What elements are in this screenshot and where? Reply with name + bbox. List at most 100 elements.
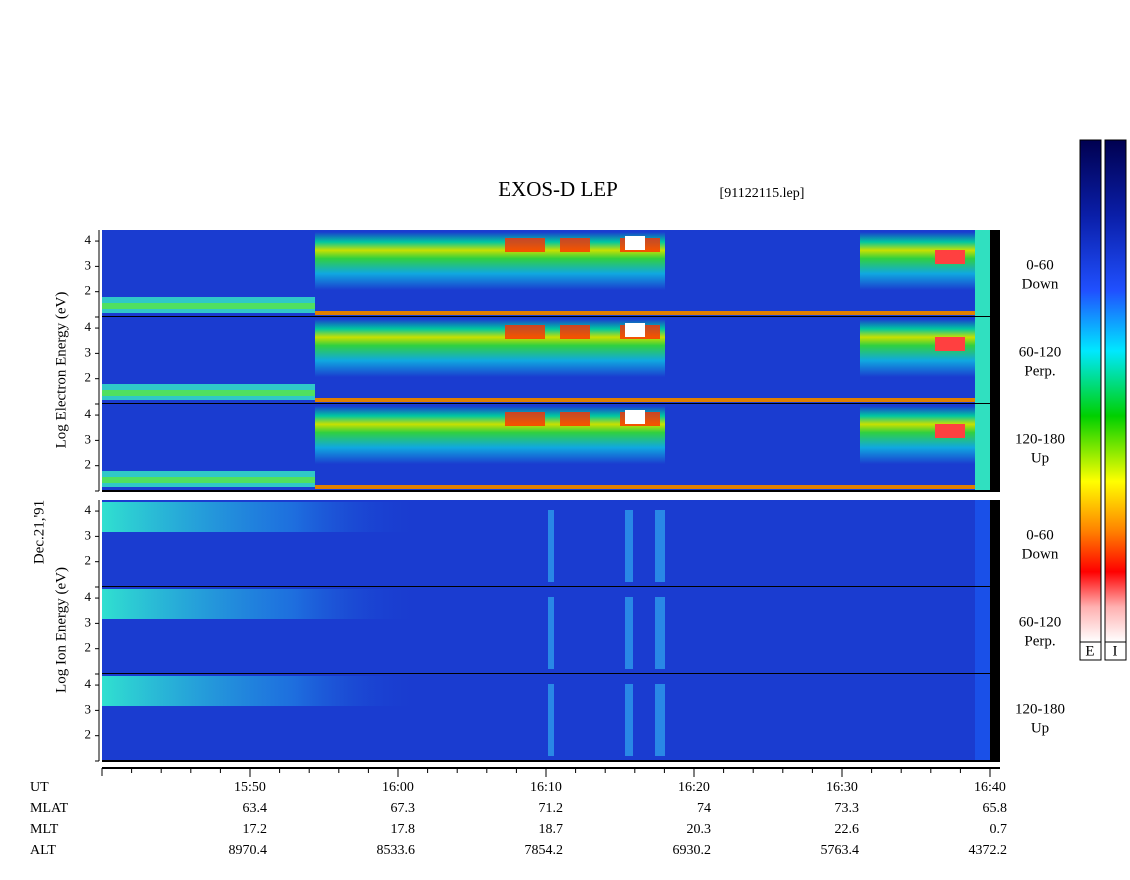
ion-streak xyxy=(548,597,554,669)
hot-spot xyxy=(625,236,645,250)
plasma-sheet xyxy=(860,319,975,402)
colorbars: E I xyxy=(1079,139,1127,661)
low-energy-band xyxy=(102,390,315,396)
plasma-sheet xyxy=(315,406,665,489)
colorbar-ion xyxy=(1104,139,1127,643)
plasma-sheet xyxy=(860,406,975,489)
hot-spot xyxy=(935,337,965,351)
y-tick-label: 3 xyxy=(85,527,92,542)
plasma-sheet xyxy=(860,232,975,315)
panel-direction-label: Down xyxy=(1022,276,1059,292)
low-energy-band xyxy=(102,477,315,483)
y-tick-label: 3 xyxy=(85,257,92,272)
plasma-sheet xyxy=(315,232,665,315)
bottom-band xyxy=(315,311,990,315)
panel-direction-label: Perp. xyxy=(1024,363,1055,379)
edge-strip xyxy=(975,404,990,491)
edge-strip xyxy=(975,317,990,404)
edge-black xyxy=(990,404,1000,491)
ion-streak xyxy=(625,684,633,756)
orbit-value: 22.6 xyxy=(835,822,860,837)
panel-pitch-label: 60-120 xyxy=(1019,614,1062,630)
orbit-value: 20.3 xyxy=(687,822,712,837)
y-tick-label: 4 xyxy=(85,676,92,691)
hot-spot xyxy=(625,410,645,424)
x-tick-label: 16:30 xyxy=(826,780,858,795)
ion-streak xyxy=(655,597,665,669)
orbit-value: 63.4 xyxy=(243,801,268,816)
hot-spot xyxy=(505,325,545,339)
ion-streak xyxy=(548,510,554,582)
orbit-value: 0.7 xyxy=(990,822,1008,837)
edge-black xyxy=(990,500,1000,587)
x-tick-label: 16:00 xyxy=(382,780,414,795)
edge-black xyxy=(990,587,1000,674)
edge-black xyxy=(990,317,1000,404)
x-tick-label: 16:40 xyxy=(974,780,1006,795)
y-tick-label: 2 xyxy=(85,283,92,298)
orbit-value: 74 xyxy=(697,801,711,816)
y-tick-label: 4 xyxy=(85,589,92,604)
y-axis-label: Log Ion Energy (eV) xyxy=(53,567,69,693)
colorbar-label: E xyxy=(1085,643,1094,659)
orbit-value: 67.3 xyxy=(391,801,416,816)
y-tick-label: 3 xyxy=(85,431,92,446)
orbit-row-label: UT xyxy=(30,780,49,795)
y-tick-label: 2 xyxy=(85,640,92,655)
y-tick-label: 2 xyxy=(85,553,92,568)
orbit-row-label: ALT xyxy=(30,843,56,858)
y-tick-label: 2 xyxy=(85,727,92,742)
spectrogram-panels: 2 3 4 0-60 Down 2 3 4 60-120 Perp. 2 3 4 120-180 Up Log… xyxy=(53,230,1065,762)
y-tick-label: 2 xyxy=(85,457,92,472)
y-tick-label: 4 xyxy=(85,406,92,421)
bottom-band xyxy=(315,398,990,402)
y-tick-label: 2 xyxy=(85,370,92,385)
edge-strip xyxy=(975,674,990,761)
ion-glow xyxy=(102,676,422,706)
file-label: [91122115.lep] xyxy=(720,186,805,201)
panel-direction-label: Up xyxy=(1031,720,1049,736)
panel-pitch-label: 60-120 xyxy=(1019,344,1062,360)
edge-black xyxy=(990,674,1000,761)
orbit-row-label: MLT xyxy=(30,822,59,837)
ion-streak xyxy=(655,510,665,582)
orbit-value: 71.2 xyxy=(539,801,564,816)
y-tick-label: 4 xyxy=(85,232,92,247)
ion-glow xyxy=(102,502,422,532)
orbit-value: 6930.2 xyxy=(673,843,712,858)
ion-glow xyxy=(102,589,422,619)
orbit-value: 4372.2 xyxy=(969,843,1008,858)
panel-direction-label: Up xyxy=(1031,450,1049,466)
orbit-value: 8533.6 xyxy=(377,843,416,858)
y-tick-label: 3 xyxy=(85,344,92,359)
colorbar-electron xyxy=(1079,139,1102,643)
orbit-value: 17.8 xyxy=(391,822,416,837)
orbit-value: 5763.4 xyxy=(821,843,860,858)
chart-title: EXOS-D LEP xyxy=(498,177,618,201)
x-tick-label: 15:50 xyxy=(234,780,266,795)
ion-streak xyxy=(655,684,665,756)
panel-direction-label: Perp. xyxy=(1024,633,1055,649)
hot-spot xyxy=(560,238,590,252)
x-tick-label: 16:20 xyxy=(678,780,710,795)
edge-strip xyxy=(975,500,990,587)
orbit-value: 8970.4 xyxy=(229,843,268,858)
plasma-sheet xyxy=(315,319,665,402)
y-tick-label: 4 xyxy=(85,319,92,334)
colorbar-label: I xyxy=(1113,643,1118,659)
hot-spot xyxy=(505,238,545,252)
hot-spot xyxy=(935,424,965,438)
hot-spot xyxy=(935,250,965,264)
y-axis-label: Log Electron Energy (eV) xyxy=(53,292,69,449)
hot-spot xyxy=(560,325,590,339)
x-tick-label: 16:10 xyxy=(530,780,562,795)
panel-direction-label: Down xyxy=(1022,546,1059,562)
edge-strip xyxy=(975,587,990,674)
orbit-value: 7854.2 xyxy=(525,843,564,858)
panel-pitch-label: 0-60 xyxy=(1026,257,1054,273)
ion-streak xyxy=(625,510,633,582)
colorbar-label-box xyxy=(1104,641,1127,661)
colorbar-label-box xyxy=(1079,641,1102,661)
